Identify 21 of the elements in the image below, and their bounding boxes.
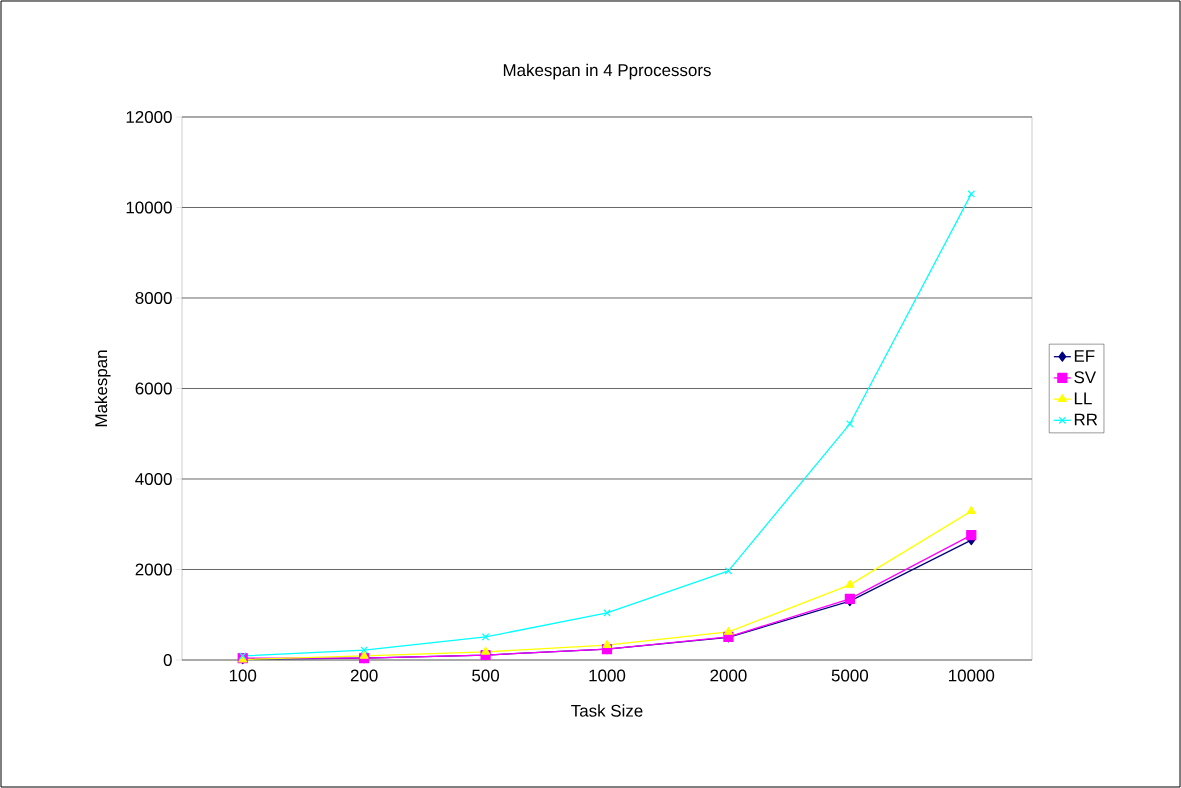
legend-label: EF bbox=[1074, 350, 1095, 362]
y-tick-label: 10000 bbox=[126, 201, 172, 214]
x-tick-label: 1000 bbox=[589, 669, 626, 682]
legend-label: LL bbox=[1074, 392, 1092, 405]
chart-title: Makespan in 4 Pprocessors bbox=[503, 63, 711, 80]
y-tick-label: 4000 bbox=[135, 473, 172, 485]
legend-label: SV bbox=[1074, 371, 1097, 384]
x-tick-label: 10000 bbox=[949, 669, 995, 682]
y-tick-label: 12000 bbox=[126, 111, 172, 123]
y-tick-label: 8000 bbox=[135, 292, 172, 304]
x-tick-label: 500 bbox=[472, 669, 500, 682]
legend-label: RR bbox=[1074, 413, 1098, 426]
x-tick-label: 200 bbox=[350, 669, 378, 682]
x-tick-label: 5000 bbox=[831, 669, 869, 682]
x-axis-title: Task Size bbox=[571, 704, 643, 717]
y-axis-title: Makespan bbox=[94, 350, 111, 427]
x-tick-label: 2000 bbox=[710, 669, 747, 682]
y-tick-label: 6000 bbox=[135, 382, 172, 395]
y-tick-label: 0 bbox=[163, 654, 172, 666]
x-tick-label: 100 bbox=[229, 669, 257, 682]
y-tick-label: 2000 bbox=[135, 563, 172, 576]
